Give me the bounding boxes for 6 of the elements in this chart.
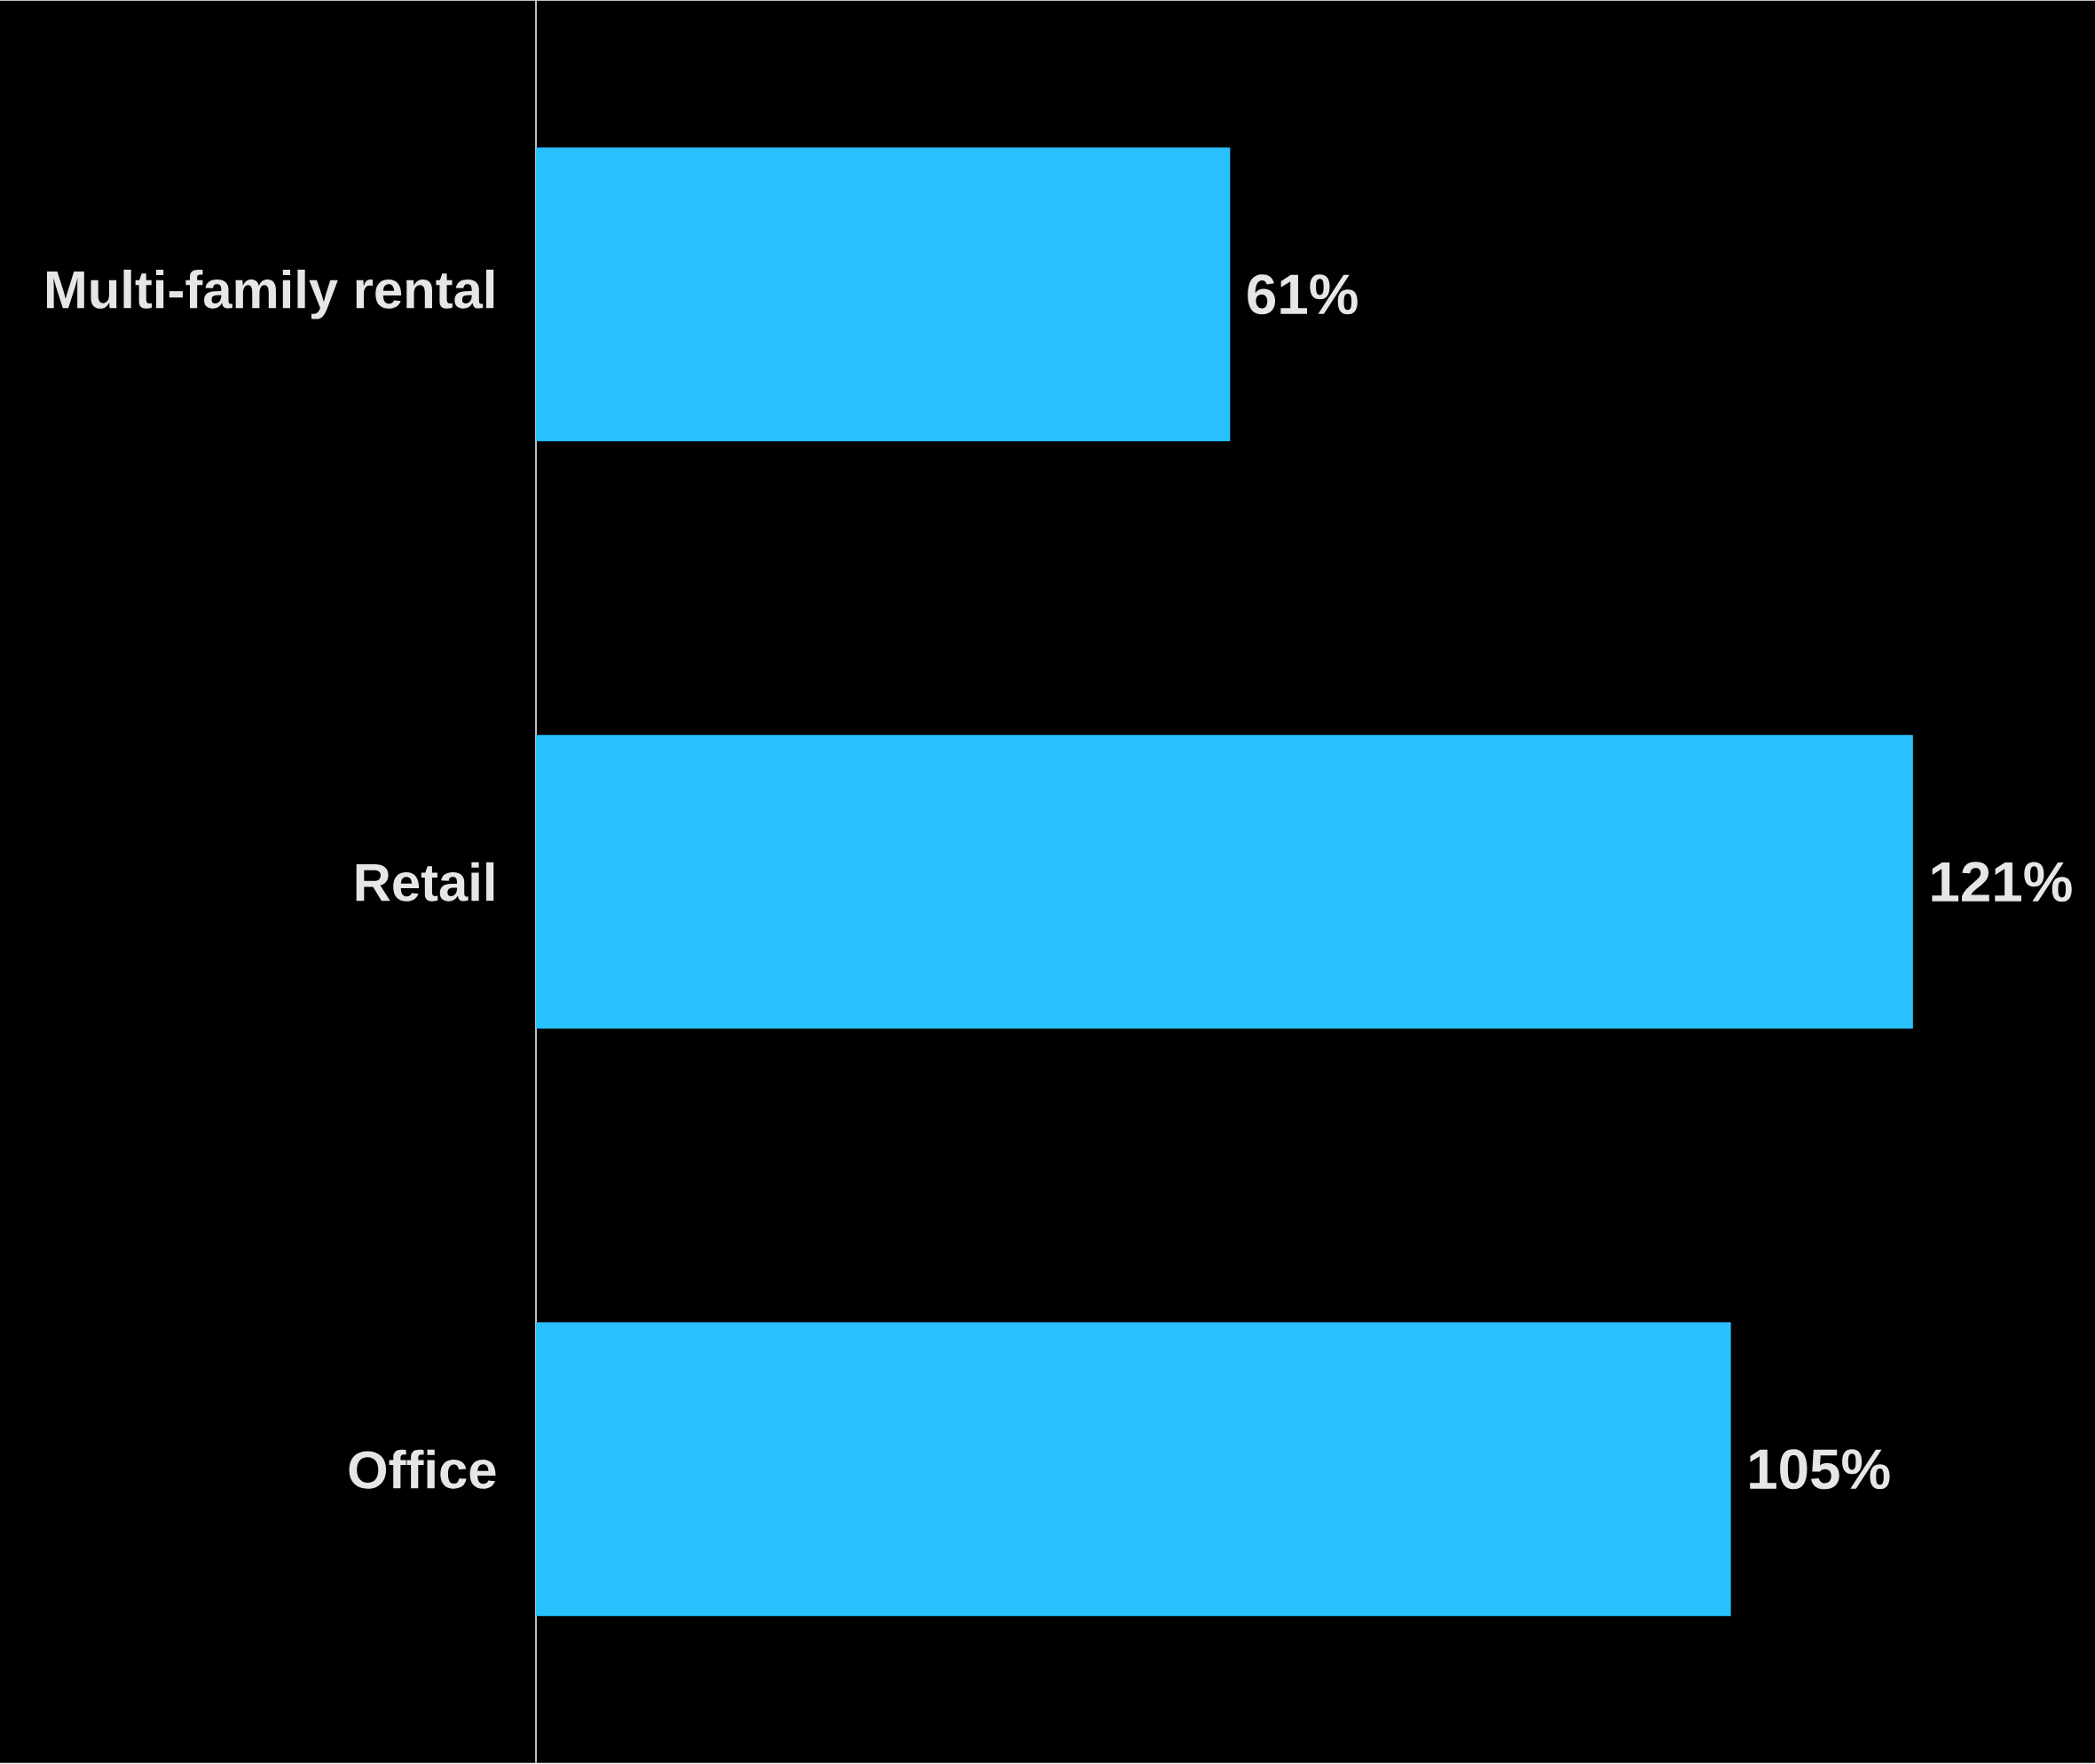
data-label: 61% xyxy=(1248,274,1358,315)
data-label: 121% xyxy=(1932,862,2072,902)
y-tick-label: Retail xyxy=(356,862,494,902)
y-tick-label: Office xyxy=(349,1450,496,1489)
y-tick-label: Multi-family rental xyxy=(47,270,494,319)
data-label: 105% xyxy=(1750,1449,1890,1490)
